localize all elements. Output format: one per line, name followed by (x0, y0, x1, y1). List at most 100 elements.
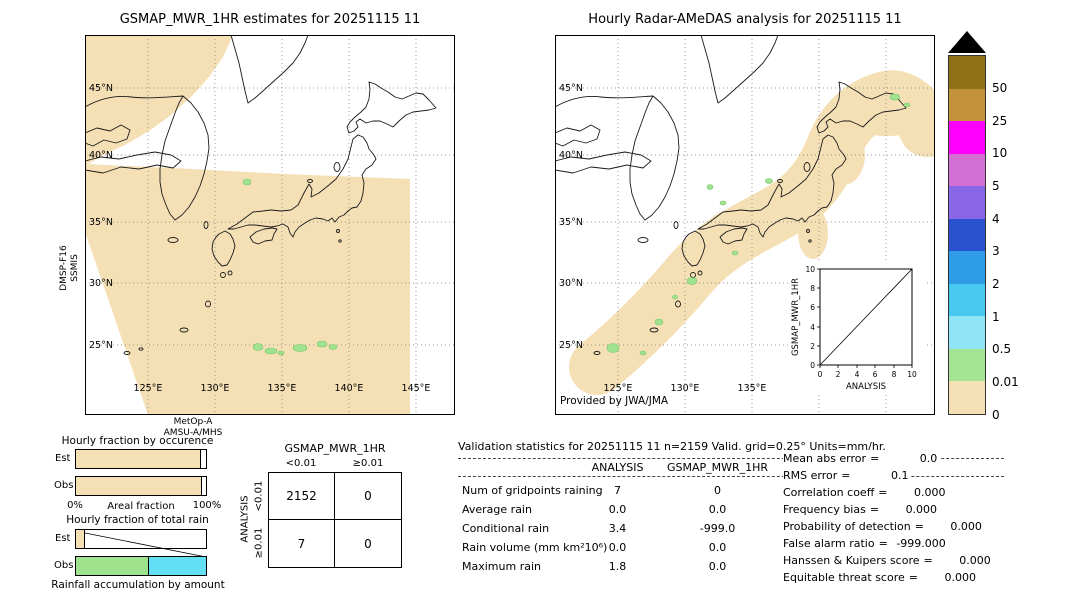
coastline-bohai (84, 124, 131, 147)
colorbar-segment (949, 153, 985, 187)
stats-analysis-value: 1.8 (608, 560, 627, 573)
left-map: 45°N 40°N 35°N 30°N 25°N 125°E 130°E 135… (84, 34, 455, 415)
lat-label: 35°N (89, 217, 113, 228)
contingency-y-axis-label: ANALYSIS (239, 495, 251, 543)
lat-label: 45°N (559, 83, 583, 94)
colorbar-label: 0 (992, 408, 1000, 422)
credit-label: Provided by JWA/JMA (560, 395, 669, 407)
coastline-honshu (227, 134, 377, 238)
rain-cells-analysis (606, 93, 911, 356)
y-tick: 4 (810, 323, 815, 332)
x-tick: 8 (892, 370, 897, 379)
row-label-obs: Obs (54, 480, 74, 491)
x-tick: 6 (873, 370, 878, 379)
stats-col-header: GSMAP_MWR_1HR (666, 461, 769, 474)
coastline-shandong (84, 151, 182, 174)
colorbar-label: 50 (992, 81, 1008, 95)
contingency-grid: 2152 0 7 0 (268, 472, 402, 568)
metric-line: RMS error = 0.1 (783, 467, 912, 484)
y-tick: 10 (805, 265, 815, 274)
contingency-cell: 7 (269, 520, 335, 567)
row-label-obs: Obs (54, 560, 74, 571)
left-sensor-label-1: DMSP-F16 (59, 245, 69, 291)
row-label-est: Est (55, 453, 71, 464)
metric-line: Correlation coeff = 0.000 (783, 484, 949, 501)
total-est-bar (75, 529, 207, 549)
stats-gsmap-value: 0.0 (708, 503, 727, 516)
bottom-sensor-label-1: MetOp-A (173, 417, 213, 427)
coastline-kyushu (211, 230, 236, 267)
lat-label: 30°N (559, 278, 583, 289)
stats-row-label: Average rain (462, 503, 532, 516)
coastlines (84, 34, 437, 355)
grid-labels: 45°N 40°N 35°N 30°N 25°N 125°E 130°E 135… (89, 83, 430, 394)
contingency-row-label: ≥0.01 (253, 527, 265, 559)
lon-label: 125°E (134, 383, 163, 394)
colorbar (948, 55, 986, 415)
lon-label: 135°E (738, 383, 767, 394)
inset-tick-labels: 0 2 4 6 8 10 0 2 4 6 8 10 (805, 265, 917, 379)
map-frame (85, 35, 455, 415)
right-map: 45°N 40°N 35°N 30°N 25°N 125°E 130°E 135… (554, 34, 955, 415)
colorbar-label: 1 (992, 310, 1000, 324)
contingency-cell: 2152 (269, 473, 335, 520)
stats-metrics-list: Mean abs error = 0.0 RMS error = 0.1 Correla… (783, 450, 994, 586)
coastline-shikoku (249, 227, 278, 245)
stats-row-label: Rain volume (mm km²10⁶) (462, 541, 608, 554)
lat-label: 45°N (89, 83, 113, 94)
x-min-label: 0% (67, 500, 83, 511)
divider (458, 458, 1004, 459)
map-frame (555, 35, 935, 415)
one-to-one-line (819, 268, 913, 366)
colorbar-label: 3 (992, 244, 1000, 258)
stats-col-header: ANALYSIS (591, 461, 644, 474)
stats-title: Validation statistics for 20251115 11 n=… (458, 440, 886, 453)
stats-gsmap-value: 0 (714, 484, 721, 497)
colorbar-segment (949, 283, 985, 317)
total-est-fill (76, 530, 86, 548)
colorbar-segment (949, 88, 985, 122)
total-obs-light-rain-segment (76, 557, 149, 575)
x-tick: 4 (855, 370, 860, 379)
colorbar-overflow-arrow (948, 31, 986, 53)
metric-line: False alarm ratio = -999.000 (783, 535, 949, 552)
contingency-cell: 0 (364, 536, 372, 551)
left-map-svg: 45°N 40°N 35°N 30°N 25°N 125°E 130°E 135… (84, 34, 455, 415)
stats-analysis-value: 3.4 (608, 522, 627, 535)
lon-label: 145°E (402, 383, 431, 394)
stats-analysis-value: 7 (614, 484, 621, 497)
total-chart-footer: Rainfall accumulation by amount (51, 579, 225, 591)
occurrence-est-fill (76, 450, 202, 468)
occurrence-obs-bar (75, 476, 207, 496)
islands (123, 162, 342, 355)
inset-y-axis-label: GSMAP_MWR_1HR (791, 278, 801, 356)
metric-line: Equitable threat score = 0.000 (783, 569, 979, 586)
divider (458, 476, 1004, 477)
total-obs-bar (75, 556, 207, 576)
rain-cells-estimate (242, 178, 338, 356)
lat-label: 40°N (559, 150, 583, 161)
coastline-hokkaido (346, 81, 437, 134)
stats-analysis-value: 0.0 (608, 541, 627, 554)
contingency-col-label: <0.01 (285, 458, 317, 469)
metric-line: Mean abs error = 0.0 (783, 450, 941, 467)
contingency-col-label: ≥0.01 (352, 458, 384, 469)
y-tick: 6 (810, 303, 815, 312)
occurrence-est-bar (75, 449, 207, 469)
colorbar-segment (949, 218, 985, 252)
occurrence-obs-fill (76, 477, 203, 495)
inset-ticks (817, 268, 913, 368)
coastline-primorye (230, 34, 309, 104)
metric-line: Hanssen & Kuipers score = 0.000 (783, 552, 994, 569)
colorbar-label: 4 (992, 212, 1000, 226)
y-tick: 0 (810, 361, 815, 370)
right-map-title: Hourly Radar-AMeDAS analysis for 2025111… (588, 12, 902, 27)
y-tick: 2 (810, 342, 815, 351)
total-obs-heavy-rain-segment (148, 557, 206, 575)
lat-label: 35°N (559, 217, 583, 228)
left-map-title: GSMAP_MWR_1HR estimates for 20251115 11 (119, 12, 421, 27)
coastline-mainland (84, 95, 184, 108)
occurrence-chart-title: Hourly fraction by occurence (61, 435, 214, 447)
metric-line: Frequency bias = 0.000 (783, 501, 941, 518)
